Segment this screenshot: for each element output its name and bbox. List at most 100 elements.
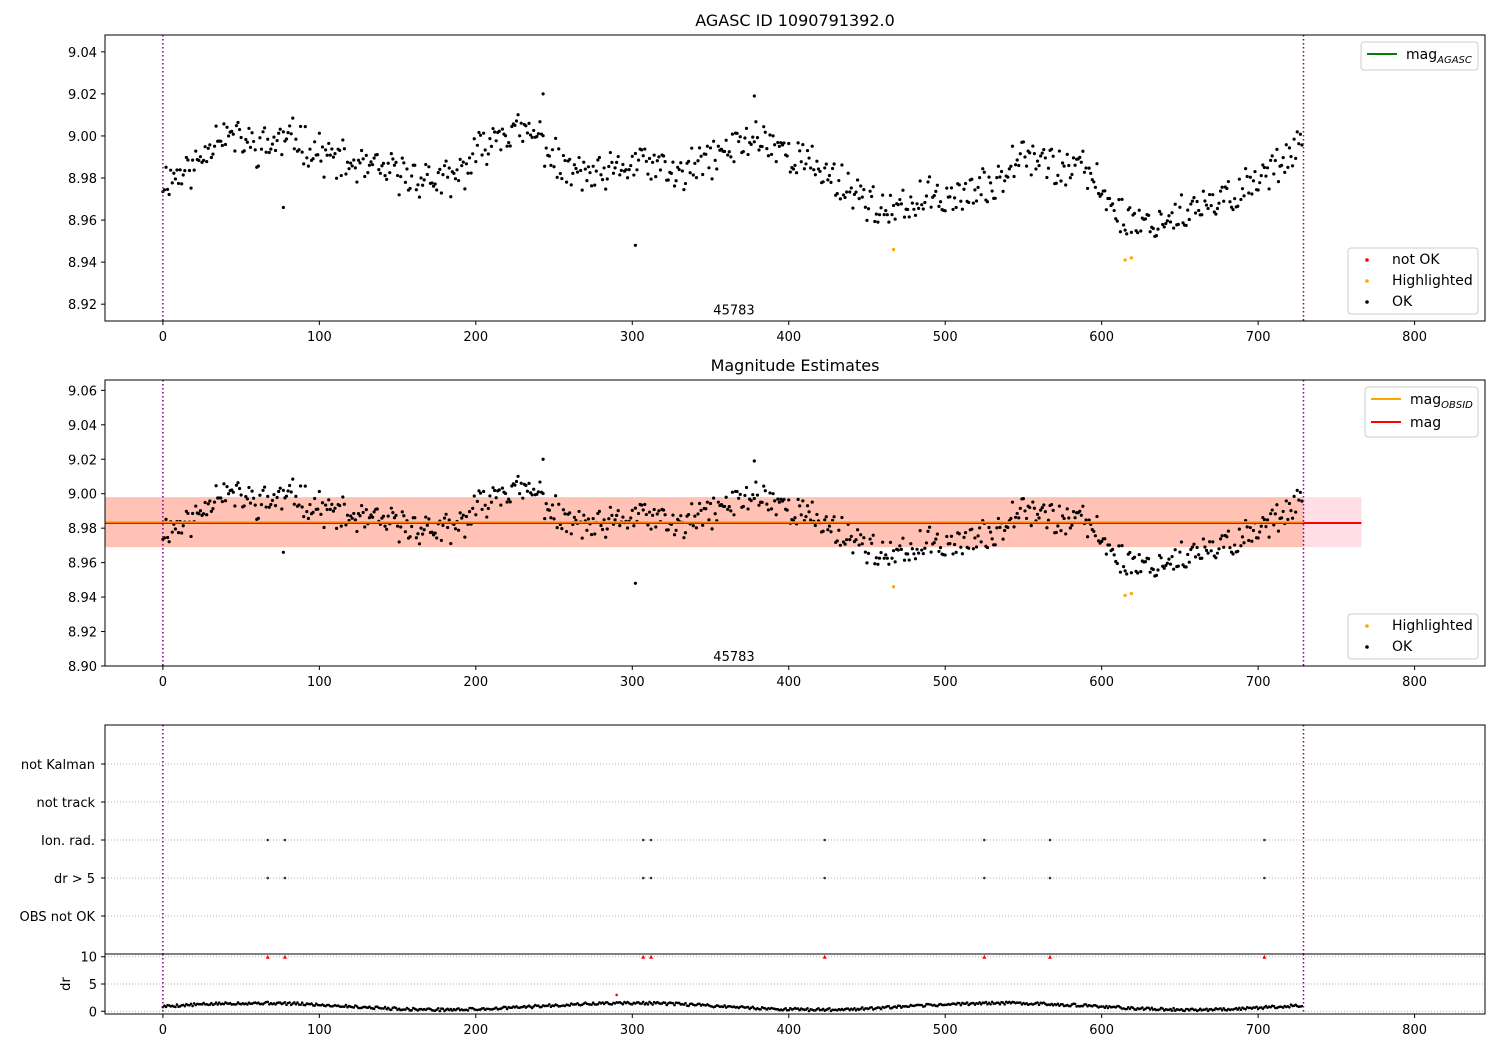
ok-point <box>730 132 735 136</box>
ok-point <box>245 497 249 501</box>
ok-point <box>385 527 389 531</box>
dr-point <box>410 1009 413 1012</box>
ok-point <box>1157 553 1162 558</box>
ok-point <box>313 140 317 144</box>
ok-point <box>732 160 736 164</box>
ok-point <box>830 166 835 171</box>
ok-point <box>1085 535 1090 539</box>
ok-point <box>957 532 961 536</box>
ok-point <box>1032 152 1036 156</box>
ok-point <box>722 504 727 509</box>
ok-point <box>738 492 742 496</box>
ok-point <box>978 175 982 180</box>
ok-point <box>549 516 553 520</box>
x-tick-label: 800 <box>1402 675 1427 690</box>
ok-point <box>995 526 999 530</box>
ok-point <box>866 551 871 555</box>
ok-point <box>352 158 356 162</box>
dr-point <box>1148 1008 1152 1011</box>
ok-point <box>1193 211 1198 215</box>
ok-point <box>751 493 755 497</box>
ok-point <box>519 481 523 485</box>
ok-point <box>1286 165 1290 169</box>
ok-point <box>827 524 832 528</box>
ok-point <box>413 163 417 167</box>
ok-point <box>621 515 625 519</box>
ok-point <box>536 490 541 494</box>
dr-point <box>576 1001 579 1005</box>
ok-point <box>1023 155 1027 159</box>
x-tick-label: 100 <box>307 675 332 690</box>
dr-data-points <box>161 954 1304 1013</box>
ok-point <box>242 149 246 153</box>
ok-point <box>325 153 329 157</box>
ok-point <box>461 160 465 164</box>
ok-point <box>474 513 478 517</box>
ok-point <box>618 524 622 528</box>
ok-point <box>613 518 617 522</box>
dr-point <box>1131 1006 1135 1010</box>
ok-point <box>165 187 170 192</box>
ok-point <box>1170 555 1174 559</box>
y-tick-label: 8.94 <box>68 591 97 606</box>
ok-point <box>197 158 201 163</box>
dr-point <box>283 1000 287 1004</box>
ok-point <box>945 534 949 539</box>
ok-point <box>674 179 678 183</box>
x-tick-label: 600 <box>1089 330 1114 345</box>
ok-point <box>230 488 234 492</box>
ok-point <box>252 139 256 144</box>
ok-point <box>1024 164 1029 168</box>
ok-point <box>1273 512 1277 516</box>
ok-point <box>383 524 387 528</box>
dr-point <box>1106 1006 1110 1010</box>
ok-point <box>938 200 943 204</box>
ok-point <box>399 525 403 529</box>
ok-point <box>1057 149 1062 153</box>
ok-point <box>544 146 548 150</box>
ok-point <box>687 159 691 163</box>
ok-point <box>837 178 841 183</box>
ok-point <box>286 489 290 493</box>
ok-point <box>730 490 735 494</box>
ok-point <box>1123 569 1127 573</box>
ok-point <box>1120 544 1124 548</box>
ok-point <box>322 525 326 530</box>
ok-point <box>1190 545 1195 549</box>
ok-point <box>338 503 342 508</box>
ok-point <box>1237 177 1241 181</box>
ok-point <box>541 92 545 96</box>
ok-point <box>708 501 713 506</box>
legend-mag-label: mag <box>1410 415 1441 431</box>
dr-point <box>989 1003 992 1006</box>
ok-point <box>485 515 489 519</box>
ok-point <box>1178 550 1182 554</box>
dr-point <box>1255 1005 1258 1009</box>
ok-point <box>208 143 212 147</box>
dr-point <box>1219 1007 1222 1010</box>
ok-point <box>1057 504 1062 508</box>
ok-point <box>176 531 181 535</box>
ok-point <box>535 492 539 496</box>
ok-point <box>167 540 171 544</box>
ok-point <box>812 168 816 172</box>
ok-point <box>375 153 379 157</box>
ok-point <box>737 496 741 500</box>
dr-point <box>1061 1003 1064 1006</box>
ok-point <box>1125 232 1129 236</box>
ok-point <box>901 536 905 540</box>
ok-point <box>402 161 406 165</box>
ok-point <box>918 529 922 533</box>
ok-point <box>180 531 184 535</box>
ok-point <box>970 177 974 181</box>
ok-point <box>625 526 630 530</box>
ok-point <box>715 167 719 171</box>
ok-point <box>492 130 497 134</box>
ok-point <box>350 516 354 520</box>
ok-point <box>508 500 512 504</box>
ok-point <box>713 512 717 516</box>
ok-point <box>585 179 589 183</box>
ok-point <box>985 200 990 204</box>
ok-point <box>172 171 176 175</box>
ok-point <box>1290 164 1295 168</box>
